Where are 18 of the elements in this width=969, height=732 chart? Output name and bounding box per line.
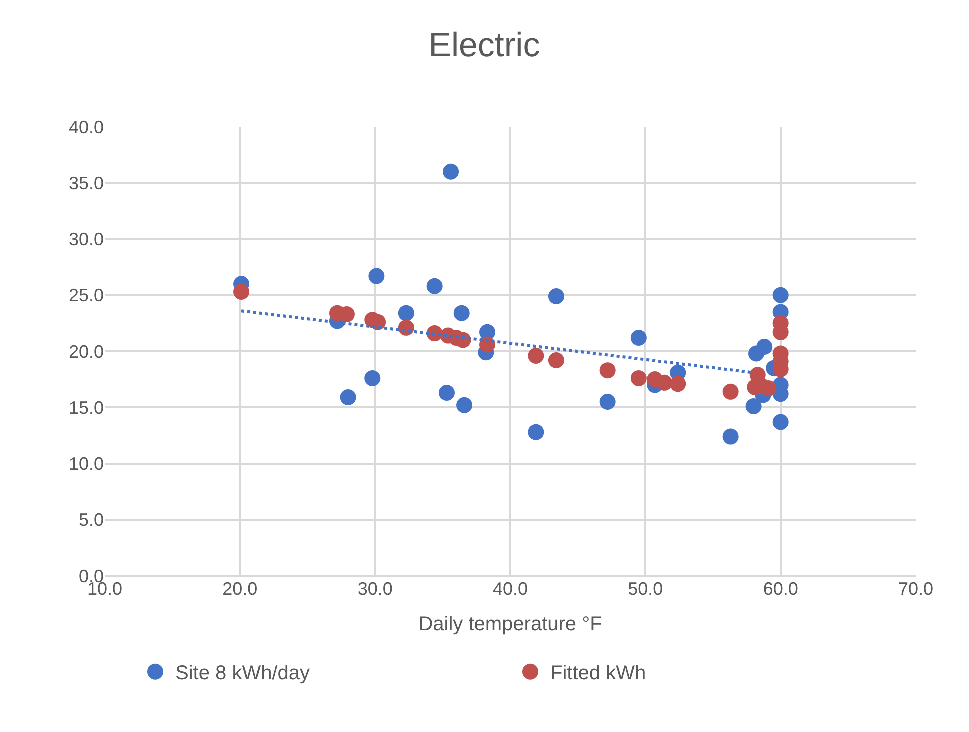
x-tick-label: 30.0 [358, 579, 393, 599]
y-tick-label: 40.0 [68, 117, 104, 138]
y-tick-label: 5.0 [78, 510, 104, 530]
legend-label: Site 8 kWh/day [176, 662, 310, 685]
legend-label: Fitted kWh [550, 662, 646, 685]
x-tick-label: 50.0 [628, 579, 664, 599]
chart-title: Electric [428, 26, 540, 65]
y-tick-label: 25.0 [68, 286, 104, 306]
y-tick-label: 15.0 [68, 398, 104, 418]
x-tick-label: 40.0 [492, 579, 528, 599]
x-tick-label: 60.0 [763, 579, 798, 599]
y-tick-label: 30.0 [68, 230, 104, 250]
y-tick-label: 35.0 [68, 173, 104, 194]
x-tick-label: 20.0 [222, 579, 258, 599]
y-tick-label: 20.0 [68, 342, 104, 362]
x-axis-title: Daily temperature °F [418, 614, 602, 636]
y-tick-label: 10.0 [68, 454, 104, 474]
x-tick-label: 70.0 [898, 579, 934, 599]
